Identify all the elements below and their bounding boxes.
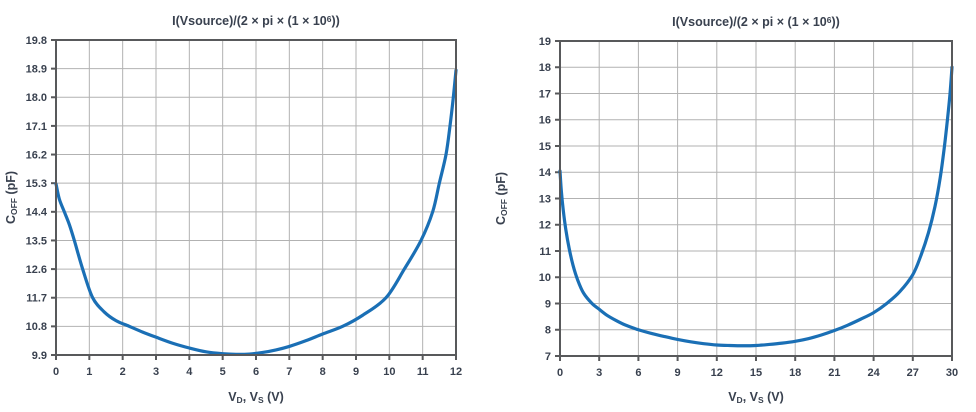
x-tick-label: 12: [711, 367, 723, 379]
y-tick-label: 14.4: [26, 207, 48, 219]
x-tick-label: 3: [153, 366, 159, 378]
y-tick-label: 10: [539, 272, 551, 284]
grid-lines: [56, 40, 456, 355]
x-tick-label: 30: [946, 367, 958, 379]
x-axis-label: VD, VS (V): [228, 390, 284, 405]
x-tick-label: 5: [220, 366, 226, 378]
x-tick-label: 10: [383, 366, 395, 378]
x-tick-label: 7: [286, 366, 292, 378]
y-tick-label: 12: [539, 220, 551, 232]
x-tick-label: 8: [320, 366, 326, 378]
y-tick-label: 16.2: [26, 149, 47, 161]
y-tick-label: 13: [539, 193, 551, 205]
chart-left: 9.9 10.8 11.7 12.6 13.5 14.4 15.3 16.2 17.1 18.0 1…: [4, 14, 462, 405]
x-tick-label: 9: [675, 367, 681, 379]
y-tick-label: 11: [539, 246, 551, 258]
x-tick-labels: 0 3 6 9 12 15 18 21 24 27 30: [557, 367, 958, 379]
y-tick-label: 16: [539, 115, 551, 127]
y-tick-label: 9: [545, 298, 551, 310]
chart-title: I(Vsource)/(2 × pi × (1 × 106)): [672, 15, 840, 29]
y-tick-label: 15.3: [26, 178, 47, 190]
y-tick-label: 18: [539, 62, 551, 74]
y-tick-label: 15: [539, 141, 551, 153]
y-tick-label: 13.5: [26, 235, 47, 247]
y-tick-label: 19: [539, 36, 551, 48]
chart-right-svg: 7 8 9 10 11 12 13 14 15 16 17 18 19 0 3 6 9 12 15 18 21 24 27 3…: [494, 15, 958, 405]
y-tick-label: 9.9: [32, 350, 47, 362]
y-tick-label: 8: [545, 325, 551, 337]
y-tick-label: 18.9: [26, 63, 47, 75]
x-tick-label: 11: [417, 366, 429, 378]
x-tick-label: 15: [750, 367, 762, 379]
x-tick-label: 2: [120, 366, 126, 378]
x-tick-label: 21: [828, 367, 840, 379]
axis-frame: [559, 40, 953, 357]
x-tick-label: 4: [186, 366, 193, 378]
y-tick-label: 7: [545, 351, 551, 363]
tick-marks: [51, 39, 457, 360]
y-axis-label: COFF (pF): [494, 172, 509, 225]
chart-title: I(Vsource)/(2 × pi × (1 × 106)): [172, 14, 340, 28]
x-tick-label: 27: [907, 367, 919, 379]
chart-left-svg: 9.9 10.8 11.7 12.6 13.5 14.4 15.3 16.2 17.1 18.0 1…: [4, 14, 462, 405]
y-tick-label: 17: [539, 88, 551, 100]
y-tick-label: 18.0: [26, 92, 47, 104]
y-tick-label: 19.8: [26, 35, 47, 47]
x-tick-label: 1: [86, 366, 92, 378]
y-tick-labels: 7 8 9 10 11 12 13 14 15 16 17 18 19: [539, 36, 552, 363]
y-axis-label: COFF (pF): [4, 171, 19, 224]
y-tick-label: 14: [539, 167, 552, 179]
x-tick-label: 3: [596, 367, 602, 379]
y-tick-label: 12.6: [26, 264, 47, 276]
x-tick-label: 24: [867, 367, 880, 379]
x-tick-label: 6: [635, 367, 641, 379]
grid-lines: [560, 41, 952, 356]
x-tick-label: 0: [557, 367, 563, 379]
tick-marks: [555, 40, 953, 361]
chart-right: 7 8 9 10 11 12 13 14 15 16 17 18 19 0 3 6 9 12 15 18 21 24 27 3…: [488, 0, 976, 412]
x-tick-label: 0: [53, 366, 59, 378]
y-tick-label: 11.7: [26, 293, 47, 305]
y-tick-label: 10.8: [26, 321, 47, 333]
x-tick-label: 6: [253, 366, 259, 378]
axis-frame: [55, 39, 457, 356]
x-tick-label: 12: [450, 366, 462, 378]
x-tick-label: 9: [353, 366, 359, 378]
curve-line: [558, 65, 954, 348]
y-tick-label: 17.1: [26, 121, 47, 133]
x-axis-label: VD, VS (V): [728, 390, 784, 405]
y-tick-labels: 9.9 10.8 11.7 12.6 13.5 14.4 15.3 16.2 17.1 18.0 1…: [26, 35, 48, 362]
x-tick-labels: 0 1 2 3 4 5 6 7 8 9 10 11 12: [53, 366, 462, 378]
x-tick-label: 18: [789, 367, 801, 379]
